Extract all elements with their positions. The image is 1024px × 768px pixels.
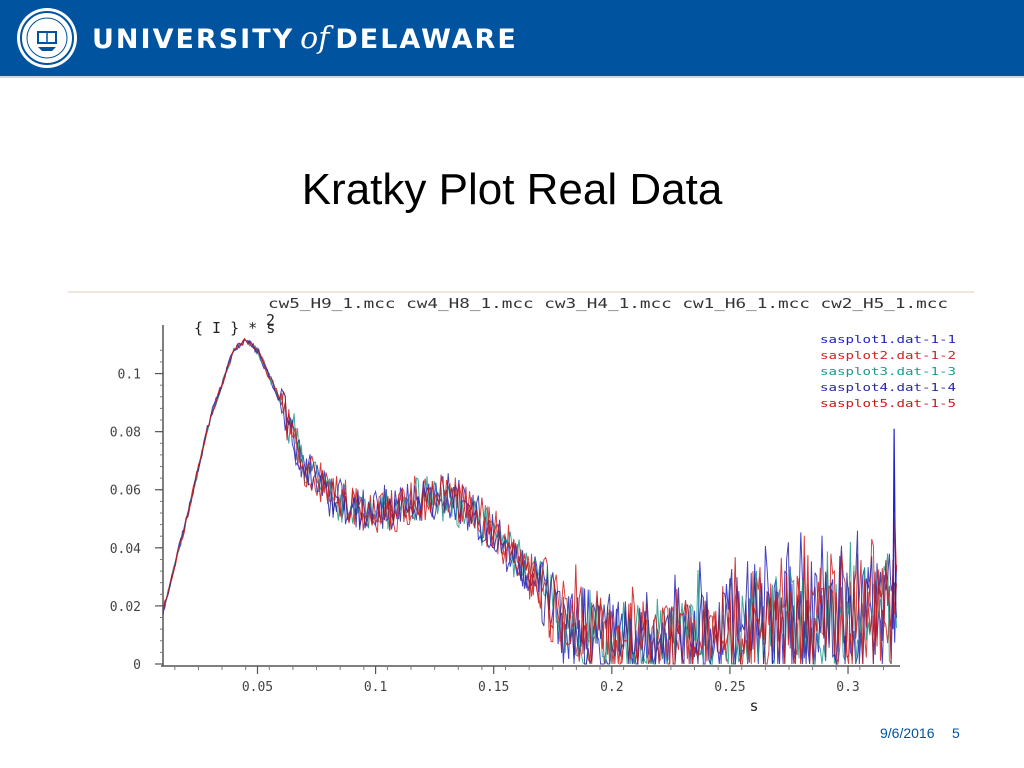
y-tick-label: 0.02: [110, 600, 141, 615]
y-tick-label: 0.06: [110, 484, 141, 499]
wordmark-delaware: DELAWARE: [335, 24, 518, 55]
x-tick-label: 0.15: [478, 680, 509, 695]
series-line-5: [162, 337, 897, 666]
x-tick-label: 0.2: [600, 680, 623, 695]
university-seal-icon: [17, 8, 77, 68]
x-tick-label: 0.25: [714, 680, 745, 695]
y-tick-label: 0: [133, 658, 141, 673]
slide-date: 9/6/2016: [880, 725, 935, 741]
wordmark-of: of: [300, 21, 330, 56]
x-tick-label: 0.1: [364, 680, 387, 695]
legend-entry: sasplot1.dat-1-1: [820, 333, 956, 346]
series-end-spike: [892, 428, 897, 630]
kratky-plot: 0 0.02 0.04 0.06 0.08 0.1 0.05 0.1 0.15 0.2 0.25 0.…: [68, 291, 974, 715]
y-tick-label: 0.1: [118, 368, 141, 383]
university-wordmark[interactable]: UNIVERSITY of DELAWARE: [92, 19, 518, 59]
chart-file-title: cw5_H9_1.mcc cw4_H8_1.mcc cw3_H4_1.mcc c…: [268, 297, 948, 312]
y-axis-title-exponent: 2: [266, 311, 275, 329]
y-tick-label: 0.08: [110, 426, 141, 441]
y-tick-label: 0.04: [110, 542, 141, 557]
y-axis-title: { I } * s: [194, 319, 275, 337]
x-axis-title: s: [749, 697, 758, 715]
series-line-4: [162, 338, 897, 666]
wordmark-university: UNIVERSITY: [92, 24, 295, 55]
legend-entry: sasplot2.dat-1-2: [820, 349, 956, 362]
x-tick-label: 0.3: [836, 680, 859, 695]
slide-page-number: 5: [952, 725, 960, 741]
legend-entry: sasplot4.dat-1-4: [820, 381, 956, 394]
legend-entry: sasplot3.dat-1-3: [820, 365, 956, 378]
university-banner: UNIVERSITY of DELAWARE: [0, 0, 1024, 78]
x-tick-label: 0.05: [242, 680, 273, 695]
legend-entry: sasplot5.dat-1-5: [820, 397, 956, 410]
slide-title: Kratky Plot Real Data: [301, 165, 723, 214]
